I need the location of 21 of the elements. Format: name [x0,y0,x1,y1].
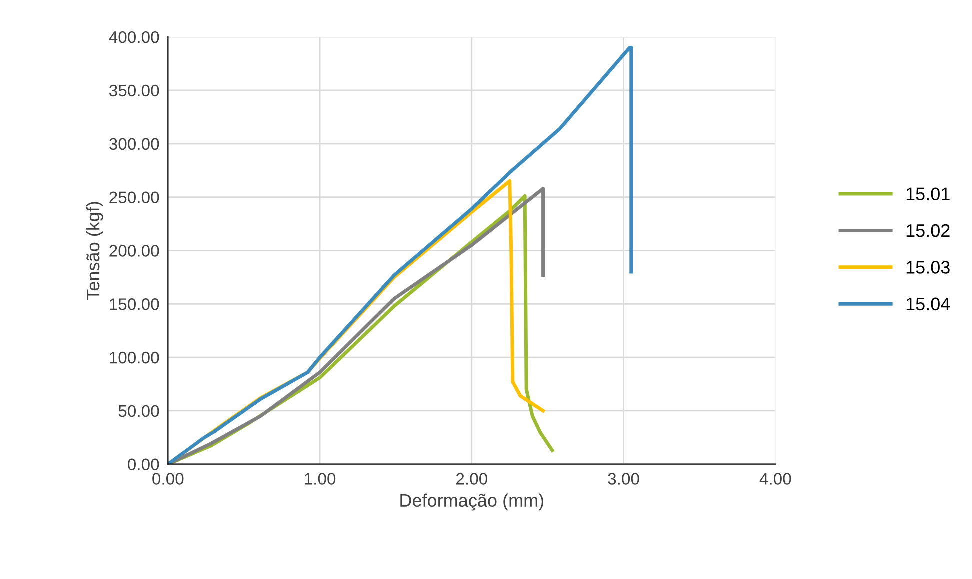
y-tick-label: 250.00 [110,192,160,204]
legend-label: 15.01 [906,188,950,201]
y-tick-label: 350.00 [109,84,160,97]
legend-label: 15.03 [906,261,950,274]
legend-label: 15.02 [906,224,950,238]
x-axis-title: Deformação (mm) [400,494,544,511]
y-tick-label: 150.00 [110,298,160,310]
y-axis-title: Tensão (kgf) [86,202,104,300]
y-tick-label: 200.00 [110,245,160,257]
line-series [168,46,634,464]
legend-label: 15.04 [906,298,950,311]
y-tick-label: 300.00 [109,138,160,150]
y-tick-label: 0.00 [128,458,160,471]
x-tick-label: 0.00 [152,473,184,485]
x-tick-label: 2.00 [456,473,488,485]
x-tick-label: 4.00 [760,473,792,485]
x-tick-label: 1.00 [305,473,336,485]
y-tick-label: 400.00 [109,31,160,44]
y-tick-label: 50.00 [118,405,160,418]
y-tick-label: 100.00 [110,352,160,364]
x-tick-label: 3.00 [608,473,640,485]
